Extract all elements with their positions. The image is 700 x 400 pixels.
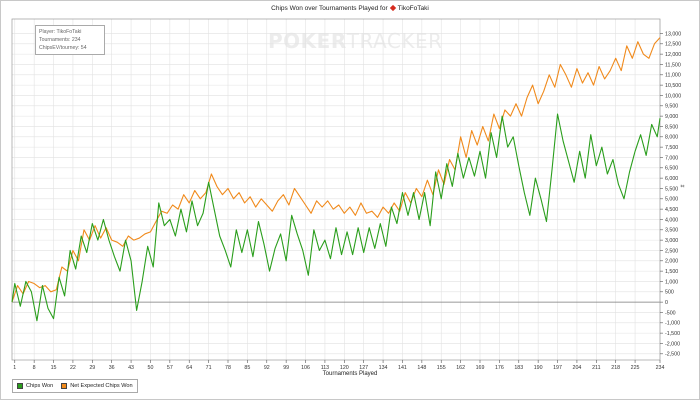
info-tournaments: Tournaments: 234	[39, 37, 81, 43]
x-tick-label: 78	[225, 365, 231, 371]
y-tick-label: 7,000	[665, 155, 678, 161]
x-tick-label: 99	[283, 365, 289, 371]
x-tick-label: 64	[186, 365, 192, 371]
series-lines	[11, 37, 661, 322]
y-tick-label: 9,500	[665, 104, 678, 110]
y-tick-label: -2,500	[665, 352, 680, 358]
x-tick-label: 218	[611, 365, 620, 371]
x-tick-label: 197	[553, 365, 562, 371]
y-axis-ticks: -2,500 -2,000 -1,500 -1,000 -500 0 500 1,000 1,5…	[660, 31, 681, 358]
y-tick-label: 3,500	[665, 228, 678, 234]
x-tick-label: 134	[379, 365, 388, 371]
grid-lines	[12, 19, 661, 360]
y-tick-label: 8,500	[665, 124, 678, 130]
y-tick-label: 1,500	[665, 269, 678, 275]
x-tick-label: 43	[128, 365, 134, 371]
y-tick-label: 10,500	[665, 83, 681, 89]
x-tick-label: 225	[631, 365, 640, 371]
x-tick-label: 15	[51, 365, 57, 371]
legend-label-net-expected: Net Expected Chips Won	[70, 383, 133, 389]
x-tick-label: 176	[495, 365, 504, 371]
y-tick-label: 5,000	[665, 197, 678, 203]
chart-legend: Chips Won Net Expected Chips Won	[12, 379, 138, 393]
series-line-net-expected	[11, 37, 661, 303]
y-tick-label: 1,000	[665, 279, 678, 285]
x-tick-label: 106	[301, 365, 310, 371]
x-tick-label: 57	[167, 365, 173, 371]
x-tick-label: 85	[244, 365, 250, 371]
legend-item-net-expected: Net Expected Chips Won	[61, 383, 133, 389]
y-tick-label: 6,000	[665, 176, 678, 182]
y-tick-label: 12,000	[665, 52, 681, 58]
y-tick-label: -500	[665, 310, 676, 316]
y-tick-label: 3,000	[665, 238, 678, 244]
y-tick-label: 2,500	[665, 248, 678, 254]
x-tick-label: 50	[148, 365, 154, 371]
y-tick-label: -1,000	[665, 321, 680, 327]
y-tick-label: -2,000	[665, 341, 680, 347]
x-tick-label: 183	[514, 365, 523, 371]
x-tick-label: 148	[417, 365, 426, 371]
chart-title-player: TikoFoTaki	[397, 5, 429, 12]
x-tick-label: 204	[573, 365, 582, 371]
x-tick-label: 211	[592, 365, 600, 371]
x-tick-label: 22	[70, 365, 76, 371]
x-tick-label: 162	[456, 365, 465, 371]
chart-title: Chips Won over Tournaments Played for Tik…	[0, 4, 700, 12]
y-tick-label: 11,000	[665, 73, 681, 79]
x-tick-label: 155	[437, 365, 446, 371]
x-axis-ticks: 1 8 15 22 29 36 43 50 57 64 71 78 85 92 99 106 113 120 127…	[13, 360, 664, 371]
y-tick-label: 0	[665, 300, 668, 306]
x-tick-label: 169	[476, 365, 485, 371]
y-tick-label: 5,500	[665, 186, 678, 192]
legend-label-chips-won: Chips Won	[26, 383, 54, 389]
legend-swatch-net-expected	[61, 383, 68, 389]
x-tick-label: 120	[340, 365, 349, 371]
x-tick-label: 141	[398, 365, 407, 371]
x-tick-label: 190	[534, 365, 543, 371]
x-tick-label: 92	[264, 365, 270, 371]
y-tick-label: 13,000	[665, 31, 681, 37]
plot-border	[11, 18, 661, 361]
legend-swatch-chips-won	[17, 383, 23, 389]
y-tick-label: 7,500	[665, 145, 678, 151]
x-tick-label: 8	[33, 365, 36, 371]
x-tick-label: 29	[89, 365, 95, 371]
chart-title-prefix: Chips Won over Tournaments Played for	[271, 5, 388, 12]
y-tick-label: 6,500	[665, 166, 678, 172]
legend-item-chips-won: Chips Won	[17, 383, 53, 389]
x-tick-label: 127	[359, 365, 368, 371]
x-tick-label: 113	[321, 365, 329, 371]
y-tick-label: 4,000	[665, 217, 678, 223]
watermark-strong: POKER	[268, 29, 347, 53]
x-tick-label: 71	[206, 365, 212, 371]
pokertracker-watermark: POKERTRACKER	[268, 29, 442, 53]
plot-axes	[11, 18, 661, 361]
y-tick-label: 4,500	[665, 207, 678, 213]
y-tick-label: 12,500	[665, 42, 681, 48]
y-tick-label: 11,500	[665, 62, 681, 68]
x-tick-label: 36	[109, 365, 115, 371]
player-info-box: Player: TikoFoTaki Tournaments: 234 Chip…	[35, 25, 105, 55]
y-tick-label: 500	[665, 290, 674, 296]
y-axis-unit: #	[678, 184, 685, 188]
info-chipsev: ChipsEV/tourney: 54	[39, 45, 87, 51]
y-tick-label: 8,000	[665, 135, 678, 141]
info-player: Player: TikoFoTaki	[39, 29, 82, 35]
y-tick-label: 9,000	[665, 114, 678, 120]
x-tick-label: 1	[13, 365, 16, 371]
y-tick-label: -1,500	[665, 331, 680, 337]
x-axis-label: Tournaments Played	[322, 371, 378, 377]
y-tick-label: 10,000	[665, 93, 681, 99]
watermark-light: TRACKER	[346, 29, 443, 53]
series-line-chips-won	[11, 113, 661, 322]
x-tick-label: 234	[656, 365, 665, 371]
y-tick-label: 2,000	[665, 259, 678, 265]
